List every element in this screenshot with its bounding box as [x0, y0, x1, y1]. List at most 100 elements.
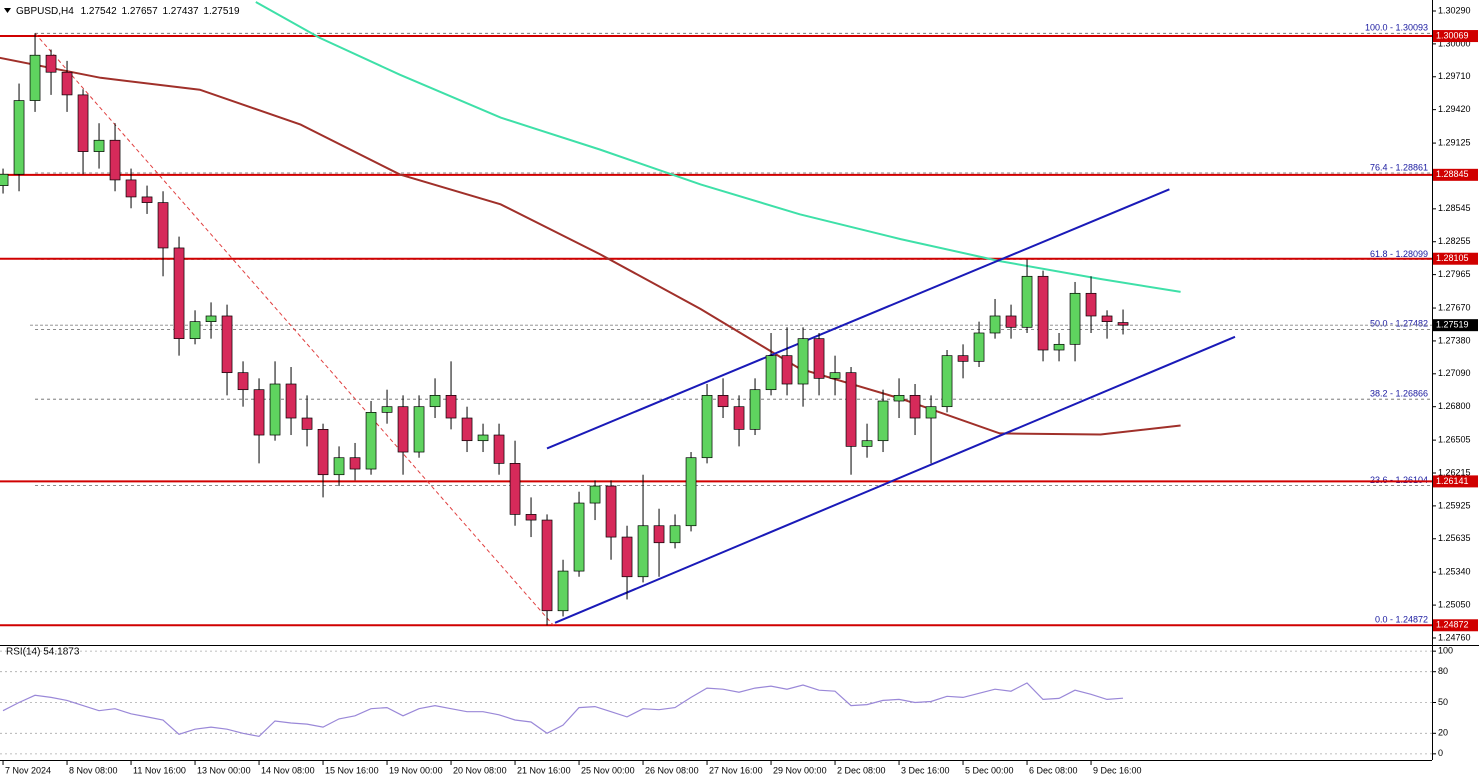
- x-tick-label: 2 Dec 08:00: [837, 765, 886, 775]
- level-box-label: 1.24872: [1436, 620, 1469, 630]
- candle-body: [445, 394, 457, 419]
- y-tick-label: 80: [1438, 666, 1448, 676]
- candle-body: [989, 315, 1001, 334]
- candle-body: [1005, 315, 1017, 328]
- overlay-line: [255, 1, 1181, 293]
- candle-body: [829, 372, 841, 379]
- candle-body: [509, 463, 521, 515]
- y-tick-label: 1.25925: [1438, 500, 1471, 510]
- candle-body: [877, 400, 889, 442]
- candle-body: [333, 457, 345, 476]
- symbol: GBPUSD,H4: [16, 6, 74, 17]
- y-tick-label: 1.29125: [1438, 137, 1471, 147]
- y-tick-label: 1.25050: [1438, 599, 1471, 609]
- fib-label: 76.4 - 1.28861: [1370, 162, 1428, 172]
- candle-body: [109, 139, 121, 181]
- candle-body: [173, 247, 185, 340]
- candle-body: [781, 355, 793, 385]
- candle-body: [925, 406, 937, 419]
- candle-body: [301, 417, 313, 430]
- y-tick-label: 1.24760: [1438, 632, 1471, 642]
- current-price-box: [1433, 319, 1478, 332]
- candle-body: [1085, 292, 1097, 317]
- overlay-line: [0, 56, 1181, 436]
- y-tick-label: 1.25635: [1438, 533, 1471, 543]
- level-box-label: 1.28105: [1436, 253, 1469, 263]
- candle-body: [141, 196, 153, 203]
- x-tick-label: 11 Nov 16:00: [133, 765, 186, 775]
- candle-body: [653, 525, 665, 544]
- y-tick-label: 1.27670: [1438, 302, 1471, 312]
- candle-body: [413, 406, 425, 453]
- y-tick-label: 1.29420: [1438, 104, 1471, 114]
- candle-body: [205, 315, 217, 322]
- candle-body: [45, 54, 57, 73]
- candle-body: [1037, 275, 1049, 351]
- level-box-label: 1.30069: [1436, 30, 1469, 40]
- x-tick-label: 21 Nov 16:00: [517, 765, 571, 775]
- x-tick-label: 27 Nov 16:00: [709, 765, 763, 775]
- overlay-line: [554, 335, 1236, 624]
- x-tick-label: 8 Nov 08:00: [69, 765, 118, 775]
- x-tick-label: 13 Nov 00:00: [197, 765, 251, 775]
- candle-body: [13, 100, 25, 175]
- y-tick-label: 100: [1438, 646, 1453, 656]
- high-value: 1.27657: [122, 6, 159, 17]
- candle-body: [125, 179, 137, 198]
- low-value: 1.27437: [162, 6, 199, 17]
- y-tick-label: 1.27090: [1438, 368, 1471, 378]
- candle-body: [221, 315, 233, 374]
- level-box: [1433, 30, 1478, 43]
- candle-body: [557, 570, 569, 612]
- close-value: 1.27519: [203, 6, 240, 17]
- y-tick-label: 1.26800: [1438, 401, 1471, 411]
- y-tick-label: 1.27965: [1438, 269, 1471, 279]
- fib-label: 61.8 - 1.28099: [1370, 249, 1428, 259]
- overlay-line: [546, 188, 1170, 450]
- candle-body: [621, 536, 633, 578]
- candle-body: [397, 406, 409, 453]
- rsi-line: [2, 682, 1124, 738]
- candle-body: [733, 406, 745, 430]
- candle-body: [685, 457, 697, 527]
- overlay-line: [34, 32, 554, 626]
- y-tick-label: 1.30000: [1438, 38, 1471, 48]
- candle-body: [1069, 292, 1081, 345]
- y-tick-label: 1.25340: [1438, 567, 1471, 577]
- candle-body: [157, 202, 169, 249]
- candle-body: [1021, 275, 1033, 328]
- candle-body: [973, 332, 985, 362]
- candle-body: [1117, 322, 1129, 326]
- candle-body: [749, 389, 761, 430]
- candle-body: [93, 139, 105, 152]
- menu-triangle: [4, 8, 11, 13]
- x-tick-label: 9 Dec 16:00: [1093, 765, 1142, 775]
- candle-body: [477, 434, 489, 442]
- candle-body: [813, 338, 825, 379]
- candle-body: [845, 372, 857, 447]
- level-box: [1433, 168, 1478, 181]
- candle-body: [765, 355, 777, 391]
- x-tick-label: 29 Nov 00:00: [773, 765, 827, 775]
- x-tick-label: 6 Dec 08:00: [1029, 765, 1078, 775]
- candle-body: [29, 54, 41, 101]
- level-box-label: 1.26141: [1436, 476, 1469, 486]
- fib-label: 50.0 - 1.27482: [1370, 319, 1428, 329]
- candle-body: [541, 519, 553, 612]
- y-tick-label: 0: [1438, 748, 1443, 758]
- candle-body: [893, 394, 905, 402]
- candle-body: [957, 355, 969, 362]
- candle-body: [605, 485, 617, 538]
- candle-body: [349, 457, 361, 470]
- x-tick-label: 14 Nov 08:00: [261, 765, 315, 775]
- level-box: [1433, 475, 1478, 488]
- candle-body: [429, 394, 441, 408]
- x-tick-label: 20 Nov 08:00: [453, 765, 507, 775]
- candle-body: [797, 338, 809, 385]
- candle-body: [493, 434, 505, 464]
- candle-body: [285, 383, 297, 419]
- candle-body: [0, 173, 9, 186]
- candle-body: [253, 389, 265, 436]
